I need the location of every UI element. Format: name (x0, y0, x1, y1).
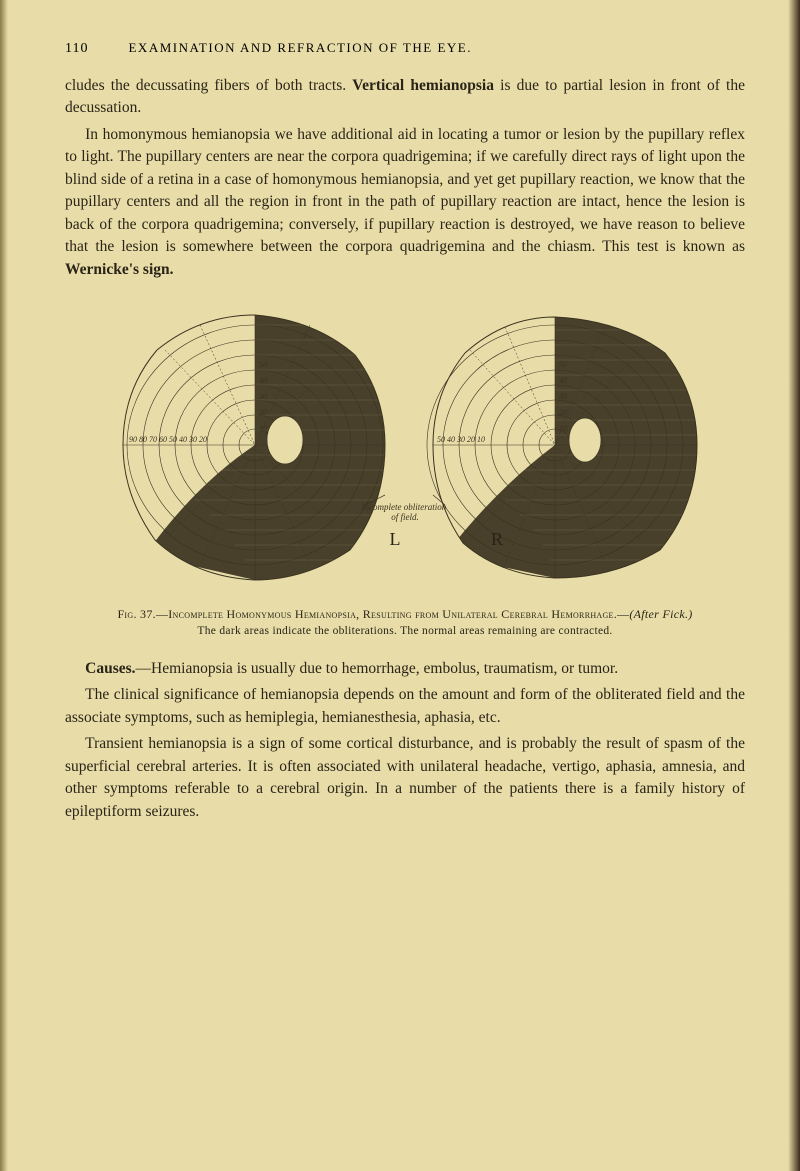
right-eye-field: 50 40 30 20 10 50 40 30 20 10 (427, 317, 705, 578)
figure-caption: Fig. 37.—Incomplete Homonymous Hemianops… (85, 606, 725, 640)
page-header: 110 EXAMINATION AND REFRACTION OF THE EY… (65, 40, 745, 57)
figure-annotation: Incomplete obliteration of field. (361, 502, 449, 522)
p1b: Vertical hemianopsia (352, 77, 494, 94)
svg-text:10: 10 (559, 424, 567, 433)
para-5: Transient hemianopsia is a sign of some … (65, 733, 745, 823)
svg-text:40: 40 (259, 376, 267, 385)
svg-text:30: 30 (558, 392, 567, 401)
svg-text:50 40 30 20 10: 50 40 30 20 10 (437, 435, 485, 444)
svg-text:30: 30 (258, 392, 267, 401)
svg-text:20: 20 (559, 408, 567, 417)
perimetry-chart-svg: 50 40 30 20 10 90 80 70 60 50 40 30 20 (85, 295, 725, 595)
p3a: Causes. (85, 660, 135, 677)
label-L: L (390, 529, 401, 549)
page: 110 EXAMINATION AND REFRACTION OF THE EY… (0, 0, 800, 1171)
caption-source: (After Fick.) (629, 607, 692, 621)
svg-text:20: 20 (259, 408, 267, 417)
caption-main: Fig. 37.—Incomplete Homonymous Hemianops… (117, 607, 629, 621)
page-edge-left (0, 0, 8, 1171)
body-text: cludes the decussating fibers of both tr… (65, 75, 745, 281)
p2a: In homonymous hemianopsia we have additi… (65, 126, 745, 255)
para-3: Causes.—Hemianopsia is usually due to he… (65, 658, 745, 680)
caption-note: The dark areas indicate the obliteration… (197, 625, 612, 637)
body-text-lower: Causes.—Hemianopsia is usually due to he… (65, 658, 745, 823)
p3b: —Hemianopsia is usually due to hemorrhag… (136, 660, 619, 677)
para-4: The clinical significance of hemianopsia… (65, 684, 745, 729)
svg-text:10: 10 (259, 424, 267, 433)
svg-text:50: 50 (259, 360, 267, 369)
para-2: In homonymous hemianopsia we have additi… (65, 124, 745, 281)
p2b: Wernicke's sign. (65, 261, 174, 278)
figure-37: 50 40 30 20 10 90 80 70 60 50 40 30 20 (65, 295, 745, 640)
para-1: cludes the decussating fibers of both tr… (65, 75, 745, 120)
svg-text:40: 40 (559, 376, 567, 385)
svg-text:90 80 70 60 50 40 30 20: 90 80 70 60 50 40 30 20 (129, 435, 207, 444)
running-head: EXAMINATION AND REFRACTION OF THE EYE. (128, 40, 471, 56)
left-eye-field: 50 40 30 20 10 90 80 70 60 50 40 30 20 (123, 315, 385, 580)
label-R: R (491, 529, 503, 549)
page-number: 110 (65, 41, 88, 57)
svg-text:50: 50 (559, 360, 567, 369)
p1a: cludes the decussating fibers of both tr… (65, 77, 352, 94)
page-edge-right (788, 0, 800, 1171)
